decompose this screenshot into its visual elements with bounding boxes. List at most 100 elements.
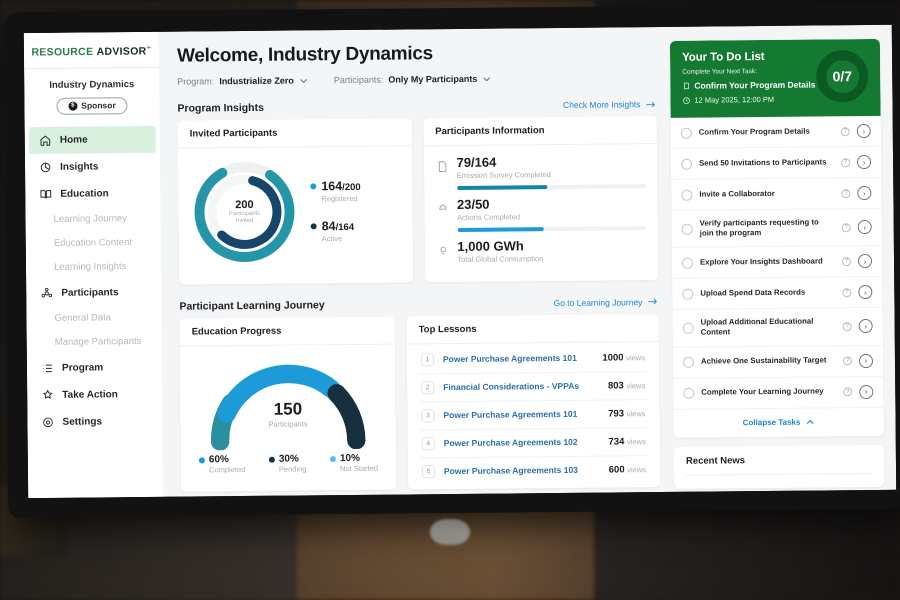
learning-journey-cards: Education Progress 150 xyxy=(179,313,661,492)
education-progress-card: Education Progress 150 xyxy=(179,316,397,492)
help-icon[interactable]: ? xyxy=(843,387,853,397)
sidebar-item-take-action[interactable]: Take Action xyxy=(27,380,162,408)
application-window: RESOURCE ADVISOR+ Industry Dynamics $ Sp… xyxy=(23,24,897,499)
top-lessons-card: Top Lessons 1 Power Purchase Agreements … xyxy=(406,313,661,490)
help-icon[interactable]: ? xyxy=(840,126,850,136)
todo-progress-ring: 0/7 xyxy=(816,50,869,103)
help-icon[interactable]: ? xyxy=(841,188,851,198)
chevron-down-icon xyxy=(299,76,308,85)
table-row[interactable]: 2 Financial Considerations - VPPAs 803 v… xyxy=(419,372,648,403)
chevron-right-icon[interactable]: › xyxy=(858,353,874,368)
legend-item-active: 84/164 Active xyxy=(310,219,362,243)
task-checkbox[interactable] xyxy=(681,158,693,170)
task-label: Invite a Collaborator xyxy=(699,188,775,199)
legend-value: 84 xyxy=(321,219,336,234)
table-row[interactable]: 1 Power Purchase Agreements 101 1000 vie… xyxy=(418,344,648,375)
invited-participants-card: Invited Participants xyxy=(177,118,413,285)
task-checkbox[interactable] xyxy=(682,356,695,368)
task-label: Confirm Your Program Details xyxy=(698,126,810,137)
help-icon[interactable]: ? xyxy=(841,157,851,167)
table-row[interactable]: 4 Power Purchase Agreements 102 734 view… xyxy=(419,428,648,459)
filter-bar: Program: Industrialize Zero Participants… xyxy=(177,72,656,87)
lesson-views: 793 xyxy=(608,408,625,420)
progress-bar-track xyxy=(457,226,646,232)
legend-dot xyxy=(310,223,317,230)
chevron-right-icon[interactable]: › xyxy=(859,384,874,399)
list-item[interactable]: Complete Your Learning Journey ? › xyxy=(673,376,884,410)
chevron-right-icon[interactable]: › xyxy=(857,254,873,269)
list-item[interactable]: Invite a Collaborator ? › xyxy=(671,177,882,211)
sidebar-item-label: Home xyxy=(59,134,88,146)
views-suffix: views xyxy=(626,381,646,391)
participants-information-card: Participants Information 79/164 Emiss xyxy=(423,116,659,283)
help-icon[interactable]: ? xyxy=(842,322,852,332)
chevron-right-icon[interactable]: › xyxy=(857,220,872,235)
list-item[interactable]: Send 50 Invitations to Participants ? › xyxy=(670,146,882,180)
legend-label: Completed xyxy=(208,464,246,475)
section-title: Program Insights xyxy=(177,101,264,115)
sidebar-item-manage-participants[interactable]: Manage Participants xyxy=(54,336,142,348)
sidebar-item-settings[interactable]: Settings xyxy=(27,407,162,435)
sidebar-item-education-content[interactable]: Education Content xyxy=(53,237,133,249)
table-row[interactable]: 5 Power Purchase Agreements 103 600 view… xyxy=(420,456,648,485)
table-row[interactable]: 3 Power Purchase Agreements 101 793 view… xyxy=(419,400,648,431)
brand-word-2: ADVISOR xyxy=(96,45,147,58)
metric-value: 79/164 xyxy=(456,154,497,170)
lesson-name[interactable]: Financial Considerations - VPPAs xyxy=(443,381,580,393)
metric-value: 23/50 xyxy=(456,196,490,212)
sidebar-item-insights[interactable]: Insights xyxy=(25,152,160,180)
go-to-learning-journey-link[interactable]: Go to Learning Journey xyxy=(554,297,659,308)
sidebar-item-home[interactable]: Home xyxy=(28,125,156,154)
views-suffix: views xyxy=(626,353,645,363)
task-checkbox[interactable] xyxy=(681,223,693,235)
list-item[interactable]: Explore Your Insights Dashboard ? › xyxy=(671,246,883,280)
lesson-name[interactable]: Power Purchase Agreements 103 xyxy=(443,465,578,477)
legend-label: Not Started xyxy=(340,463,379,473)
todo-rail: Your To Do List Complete Your Next Task:… xyxy=(669,25,896,492)
help-icon[interactable]: ? xyxy=(841,256,852,267)
task-label: Send 50 Invitations to Participants xyxy=(699,157,827,168)
help-icon[interactable]: ? xyxy=(842,287,852,298)
lesson-name[interactable]: Power Purchase Agreements 102 xyxy=(443,437,578,449)
todo-next-task-label: Confirm Your Program Details xyxy=(694,79,816,91)
task-checkbox[interactable] xyxy=(681,189,693,201)
list-item[interactable]: Confirm Your Program Details ? › xyxy=(670,115,881,149)
task-checkbox[interactable] xyxy=(681,257,694,269)
task-label: Achieve One Sustainability Target xyxy=(700,355,827,367)
program-filter-value: Industrialize Zero xyxy=(219,75,294,87)
sidebar-item-learning-insights[interactable]: Learning Insights xyxy=(53,261,127,273)
metric-total-consumption: 1,000 GWh Total Global Consumption xyxy=(436,238,646,264)
list-item[interactable]: Achieve One Sustainability Target ? › xyxy=(672,345,884,379)
sidebar-item-learning-journey[interactable]: Learning Journey xyxy=(53,213,128,225)
task-checkbox[interactable] xyxy=(682,322,694,334)
sidebar-item-education[interactable]: Education xyxy=(25,179,160,207)
program-filter-label: Program: xyxy=(177,76,215,87)
lesson-name[interactable]: Power Purchase Agreements 101 xyxy=(442,353,577,365)
sidebar-item-program[interactable]: Program xyxy=(27,353,162,381)
invited-participants-donut: 200 Participants Invited xyxy=(190,157,299,266)
chevron-right-icon[interactable]: › xyxy=(858,285,873,300)
metric-label: Emission Survey Completed xyxy=(456,170,551,181)
progress-bar-fill xyxy=(457,227,544,232)
chevron-right-icon[interactable]: › xyxy=(857,185,872,201)
legend-percent: 30% xyxy=(278,453,299,465)
task-checkbox[interactable] xyxy=(680,127,692,139)
help-icon[interactable]: ? xyxy=(842,356,853,366)
program-filter[interactable]: Program: Industrialize Zero xyxy=(177,75,308,87)
list-item[interactable]: Upload Spend Data Records ? › xyxy=(672,277,883,311)
chevron-right-icon[interactable]: › xyxy=(856,123,871,139)
help-icon[interactable]: ? xyxy=(841,222,851,232)
lesson-name[interactable]: Power Purchase Agreements 101 xyxy=(443,409,578,421)
list-item[interactable]: Verify participants requesting to join t… xyxy=(671,208,882,249)
chevron-right-icon[interactable]: › xyxy=(858,319,873,334)
sidebar-item-participants[interactable]: Participants xyxy=(26,278,161,306)
chevron-right-icon[interactable]: › xyxy=(857,154,872,170)
participants-filter[interactable]: Participants: Only My Participants xyxy=(334,74,492,85)
donut-center-caption-2: Invited xyxy=(235,217,254,225)
task-checkbox[interactable] xyxy=(683,387,695,399)
sidebar-item-general-data[interactable]: General Data xyxy=(54,312,112,324)
task-checkbox[interactable] xyxy=(682,288,694,300)
list-item[interactable]: Upload Additional Educational Content ? … xyxy=(672,308,883,348)
collapse-tasks-button[interactable]: Collapse Tasks xyxy=(673,407,883,437)
check-more-insights-link[interactable]: Check More Insights xyxy=(563,99,657,110)
